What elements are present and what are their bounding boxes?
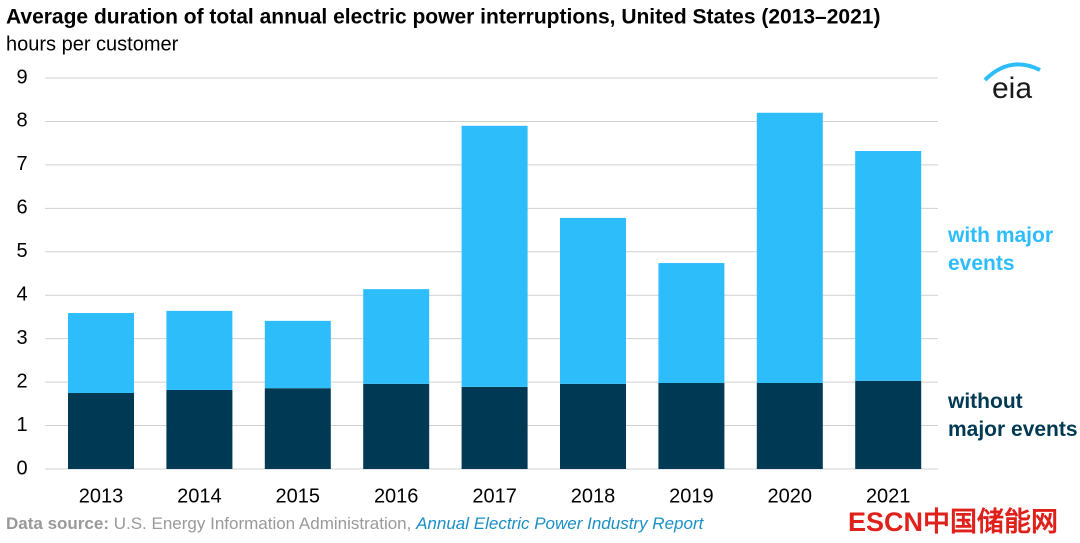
bar-segment <box>68 392 134 469</box>
bar-segment <box>461 125 528 387</box>
source-label: Data source: <box>6 514 109 533</box>
watermark: ESCN中国储能网 <box>848 507 1059 537</box>
x-tick-label: 2016 <box>374 485 419 507</box>
y-tick-label: 6 <box>16 197 27 219</box>
bar-segment <box>560 383 626 469</box>
bar-segment <box>264 388 331 469</box>
y-tick-label: 1 <box>16 414 27 436</box>
x-tick-label: 2015 <box>276 485 321 507</box>
x-tick-label: 2014 <box>177 485 222 507</box>
bar-segment <box>658 263 725 383</box>
chart-subtitle: hours per customer <box>6 33 179 55</box>
x-tick-label: 2019 <box>669 485 714 507</box>
bar-segment <box>461 386 528 469</box>
y-tick-label: 3 <box>16 327 27 349</box>
bar-segment <box>363 383 430 469</box>
x-tick-label: 2013 <box>79 485 124 507</box>
bar-segment <box>855 150 922 381</box>
source-line: Data source: U.S. Energy Information Adm… <box>6 514 703 534</box>
bar-segment <box>363 289 430 384</box>
y-tick-label: 5 <box>16 240 27 262</box>
source: U.S. Energy Information Administration, <box>113 514 412 533</box>
bar-segment <box>68 313 134 393</box>
bar-segment <box>658 382 725 469</box>
bar-segment <box>166 389 233 469</box>
x-tick-label: 2017 <box>472 485 517 507</box>
x-tick-label: 2021 <box>866 485 911 507</box>
legend-entry: with major events <box>948 224 1054 275</box>
legend-entry: without major events <box>948 390 1078 441</box>
y-tick-label: 8 <box>16 110 27 132</box>
x-tick-label: 2020 <box>768 485 813 507</box>
x-tick-label: 2018 <box>571 485 616 507</box>
bar-segment <box>756 112 823 383</box>
bar-segment <box>264 320 331 389</box>
logo-swoosh <box>983 62 1041 82</box>
y-tick-label: 0 <box>16 457 27 479</box>
logo: eia <box>992 72 1032 105</box>
bar-segment <box>166 310 233 390</box>
bar-segment <box>855 380 922 469</box>
bar-segment <box>756 382 823 469</box>
plot: 0 1 2 3 4 5 6 7 8 9 2013 2014 2015 2016 2017 2018 2019 20… <box>16 66 938 507</box>
bar-segment <box>560 217 626 384</box>
y-tick-label: 2 <box>16 370 27 392</box>
source-report: Annual Electric Power Industry Report <box>416 514 704 533</box>
chart-title: Average duration of total annual electri… <box>6 6 880 29</box>
y-tick-label: 7 <box>16 153 27 175</box>
y-tick-label: 4 <box>16 284 27 306</box>
y-tick-label: 9 <box>16 66 27 88</box>
